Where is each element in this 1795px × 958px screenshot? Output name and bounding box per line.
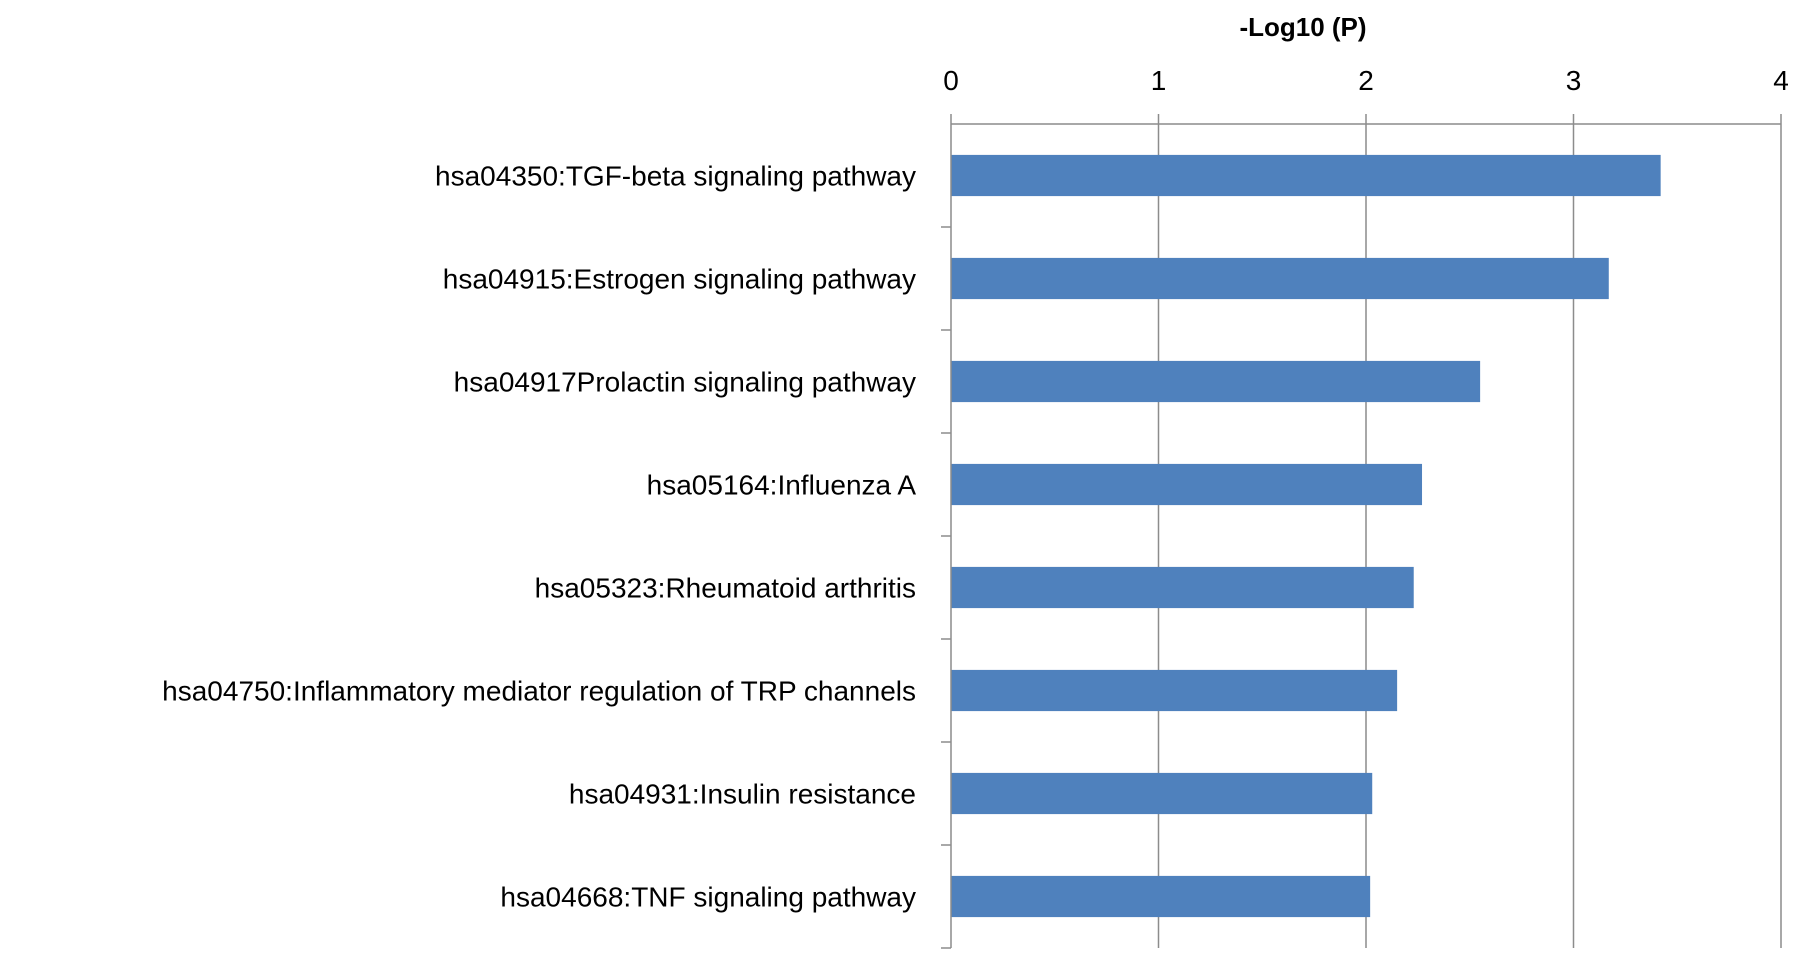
bar xyxy=(951,463,1423,506)
x-tick-label: 1 xyxy=(1151,65,1167,96)
x-tick-label: 2 xyxy=(1358,65,1374,96)
category-label: hsa04917Prolactin signaling pathway xyxy=(454,367,916,398)
category-label: hsa04350:TGF-beta signaling pathway xyxy=(435,161,916,192)
x-axis-title: -Log10 (P) xyxy=(1239,12,1366,42)
bar xyxy=(951,772,1373,815)
x-tick-label: 4 xyxy=(1773,65,1789,96)
bar xyxy=(951,360,1481,403)
bar xyxy=(951,154,1661,197)
bar xyxy=(951,257,1609,300)
axes xyxy=(941,123,1781,949)
bar xyxy=(951,669,1398,712)
bar xyxy=(951,875,1371,918)
x-tick-label: 0 xyxy=(943,65,959,96)
category-label: hsa04931:Insulin resistance xyxy=(569,779,916,810)
category-label: hsa05323:Rheumatoid arthritis xyxy=(535,573,916,604)
category-label: hsa04915:Estrogen signaling pathway xyxy=(443,264,916,295)
x-tick-label: 3 xyxy=(1566,65,1582,96)
category-label: hsa05164:Influenza A xyxy=(647,470,917,501)
x-axis-ticks: 0 1 2 3 4 xyxy=(943,65,1789,124)
bar xyxy=(951,566,1414,609)
grid-lines xyxy=(1157,124,1782,948)
category-label: hsa04668:TNF signaling pathway xyxy=(500,882,916,913)
category-label: hsa04750:Inflammatory mediator regulatio… xyxy=(162,676,916,707)
category-labels: hsa04350:TGF-beta signaling pathway hsa04… xyxy=(162,161,916,913)
bars xyxy=(951,154,1661,918)
